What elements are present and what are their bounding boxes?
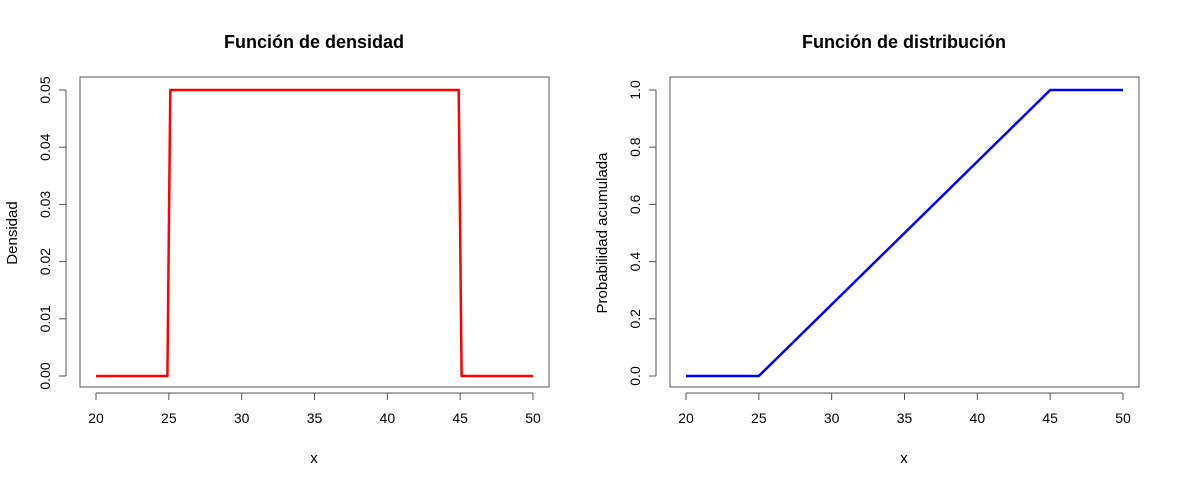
- density-panel: Función de densidad x Densidad 20 25 30 35 4…: [4, 32, 550, 467]
- density-y-tick-label: 0.04: [37, 133, 53, 160]
- distribution-x-tick-label: 35: [897, 410, 913, 426]
- density-plot-frame: [79, 76, 550, 388]
- distribution-x-axis-label: x: [900, 450, 908, 467]
- distribution-plot-frame: [669, 76, 1140, 388]
- density-x-tick-label: 30: [234, 410, 250, 426]
- distribution-x-tick-label: 20: [678, 410, 694, 426]
- distribution-y-tick-label: 0.2: [627, 309, 643, 329]
- distribution-title: Función de distribución: [802, 32, 1006, 52]
- distribution-y-tick-label: 0.4: [627, 252, 643, 272]
- distribution-y-ticks: 0.0 0.2 0.4 0.6 0.8 1.0: [627, 80, 657, 386]
- density-series: [96, 88, 533, 378]
- density-x-tick-label: 45: [452, 410, 468, 426]
- distribution-x-ticks: 20 25 30 35 40 45 50: [678, 392, 1131, 426]
- density-series-line: [96, 88, 533, 378]
- density-x-axis-label: x: [310, 450, 318, 467]
- density-y-tick-label: 0.01: [37, 305, 53, 332]
- distribution-x-tick-label: 40: [970, 410, 986, 426]
- density-y-tick-label: 0.00: [37, 362, 53, 389]
- density-y-axis-label: Densidad: [4, 201, 21, 264]
- density-y-tick-label: 0.02: [37, 248, 53, 275]
- density-x-tick-label: 20: [88, 410, 104, 426]
- distribution-series: [686, 88, 1123, 378]
- distribution-series-line: [686, 88, 1123, 378]
- density-x-ticks: 20 25 30 35 40 45 50: [88, 392, 541, 426]
- density-x-tick-label: 35: [307, 410, 323, 426]
- distribution-x-tick-label: 30: [824, 410, 840, 426]
- density-title: Función de densidad: [224, 32, 404, 52]
- density-y-tick-label: 0.05: [37, 76, 53, 103]
- distribution-x-tick-label: 50: [1115, 410, 1131, 426]
- distribution-y-tick-label: 1.0: [627, 80, 643, 100]
- distribution-y-tick-label: 0.0: [627, 366, 643, 386]
- distribution-y-tick-label: 0.8: [627, 137, 643, 157]
- distribution-panel: Función de distribución x Probabilidad a…: [594, 32, 1140, 467]
- distribution-x-tick-label: 45: [1042, 410, 1058, 426]
- distribution-y-tick-label: 0.6: [627, 194, 643, 214]
- density-y-tick-label: 0.03: [37, 191, 53, 218]
- density-y-ticks: 0.00 0.01 0.02 0.03 0.04 0.05: [37, 76, 67, 390]
- density-x-tick-label: 25: [161, 410, 177, 426]
- density-x-tick-label: 50: [525, 410, 541, 426]
- distribution-y-axis-label: Probabilidad acumulada: [594, 152, 611, 314]
- distribution-x-tick-label: 25: [751, 410, 767, 426]
- density-x-tick-label: 40: [380, 410, 396, 426]
